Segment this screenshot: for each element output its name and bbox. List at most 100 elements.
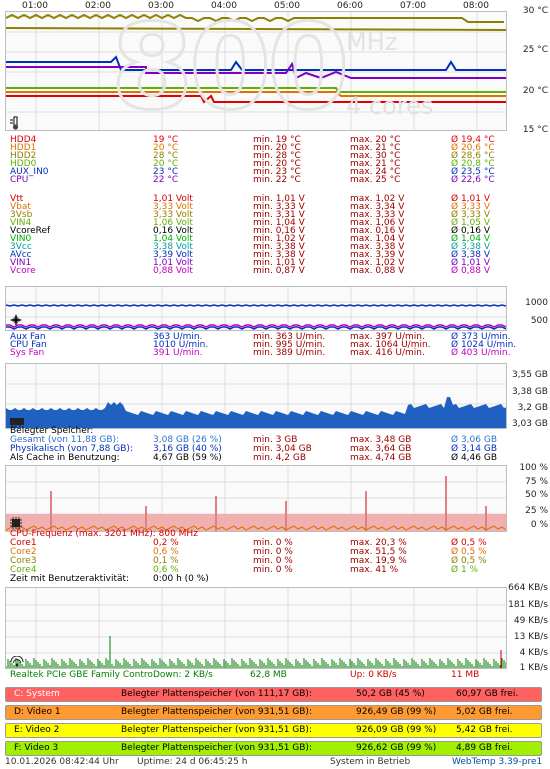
stat-cur: 1010 U/min. [153,340,209,350]
stat-name: CPU [10,175,29,185]
stat-min: min. 19 °C [253,135,301,145]
fan-icon [10,314,22,326]
stat-min: min. 0 % [253,547,293,557]
stat-row: VIN4 1,06 Volt min. 1,04 V max. 1,06 V Ø 1,0… [10,219,550,228]
stat-max: max. 397 U/min. [350,332,425,342]
stat-name: 3Vsb [10,210,33,220]
stat-cur: 3,33 Volt [153,202,193,212]
stat-avg: Ø 4,46 GB [451,453,497,463]
drive-name: C: System [14,689,60,699]
stat-avg: Ø 0,16 V [451,226,491,236]
stat-row: Als Cache in Benutzung: 4,67 GB (59 %) min… [10,454,550,463]
stat-max: max. 1,04 V [350,234,405,244]
stat-cur: 3,33 Volt [153,210,193,220]
drive-bar[interactable]: C: System Belegter Plattenspeicher (von 1… [5,687,542,702]
drive-used: 50,2 GB (45 %) [356,689,425,699]
drive-used: 926,09 GB (99 %) [356,725,437,735]
y-axis-label: 25 °C [522,45,548,55]
stat-avg: Ø 3,33 V [451,210,491,220]
stat-row: Physikalisch (von 7,88 GB): 3,16 GB (40 %… [10,445,550,454]
stat-row: HDD1 20 °C min. 20 °C max. 21 °C Ø 20,6 °C [10,144,550,153]
stat-cur: 3,39 Volt [153,250,193,260]
stat-row: Core3 0,1 % min. 0 % max. 19,9 % Ø 0,5 % [10,557,550,566]
time-axis-label: 02:00 [85,1,111,11]
cpu-chip-icon [10,517,22,529]
stat-avg: Ø 373 U/min. [451,332,511,342]
series-hdd2-base [6,27,506,31]
series-aux-fan [6,326,506,330]
stat-cur: 3,08 GB (26 %) [153,435,222,445]
stat-max: max. 3,38 V [350,242,405,252]
stat-name: Core4 [10,565,37,575]
time-axis-label: 07:00 [400,1,426,11]
drive-bar[interactable]: F: Video 3 Belegter Plattenspeicher (von … [5,741,542,756]
stat-row: Core4 0,6 % min. 0 % max. 41 % Ø 1 % [10,566,550,575]
stat-cur: 20 °C [153,143,179,153]
stat-name: HDD2 [10,151,37,161]
stat-avg: Ø 3,14 GB [451,444,497,454]
stat-max: max. 1,02 V [350,194,405,204]
time-axis-label: 04:00 [211,1,237,11]
stat-min: min. 0,87 V [253,266,305,276]
fan-graph [5,286,507,331]
y-axis-label: 3,2 GB [517,403,548,413]
stat-name: Core2 [10,547,37,557]
stat-min: min. 3,31 V [253,210,305,220]
cpu-load-graph [5,465,507,532]
stat-avg: Ø 3,33 V [451,202,491,212]
y-axis-label: 4 KB/s [519,648,548,658]
y-axis-label: 0 % [530,520,548,530]
drive-free: 4,89 GB frei. [456,743,513,753]
stat-max: max. 0,88 V [350,266,405,276]
stat-cur: 1,01 Volt [153,258,193,268]
stat-min: min. 995 U/min. [253,340,326,350]
time-axis-label: 03:00 [148,1,174,11]
stat-avg: Ø 0,5 % [451,538,487,548]
stat-avg: Ø 0,5 % [451,556,487,566]
stat-name: AUX_IN0 [10,167,49,177]
stat-avg: Ø 3,06 GB [451,435,497,445]
drive-used: 926,62 GB (99 %) [356,743,437,753]
stat-name: Vcore [10,266,36,276]
stat-cur: 22 °C [153,175,179,185]
stat-max: max. 4,74 GB [350,453,412,463]
stat-row: 3Vsb 3,33 Volt min. 3,31 V max. 3,33 V Ø 3,3… [10,211,550,220]
stat-row: CPU 22 °C min. 22 °C max. 25 °C Ø 22,6 °C [10,176,550,185]
status-version[interactable]: WebTemp 3.39-pre1 [452,757,543,767]
y-axis-label: 49 KB/s [513,616,548,626]
stat-cur: 0,6 % [153,547,179,557]
stat-max: max. 3,33 V [350,210,405,220]
stat-max: max. 20 °C [350,135,401,145]
stat-row: Gesamt (von 11,88 GB): 3,08 GB (26 %) min.… [10,436,550,445]
stat-max: max. 20,3 % [350,538,407,548]
stat-name: Als Cache in Benutzung: [10,453,120,463]
y-axis-label: 3,03 GB [511,419,548,429]
stat-max: max. 0,16 V [350,226,405,236]
stat-max: max. 1,06 V [350,218,405,228]
time-axis-label: 01:00 [22,1,48,11]
stat-avg: Ø 20,8 °C [451,159,495,169]
stat-min: min. 28 °C [253,151,301,161]
stat-name: VcoreRef [10,226,51,236]
stat-cur: 0,88 Volt [153,266,193,276]
stat-min: min. 23 °C [253,167,301,177]
stat-min: min. 3,33 V [253,202,305,212]
drive-bar[interactable]: E: Video 2 Belegter Plattenspeicher (von … [5,723,542,738]
stat-name: 3Vcc [10,242,32,252]
stat-name: VIN4 [10,218,32,228]
status-datetime: 10.01.2026 08:42:44 Uhr [5,757,119,767]
y-axis-label: 500 [530,316,548,326]
stat-avg: Ø 22,6 °C [451,175,495,185]
stat-min: min. 4,2 GB [253,453,307,463]
stat-name: Vbat [10,202,31,212]
stat-cur: 0,16 Volt [153,226,193,236]
network-graph [5,587,507,669]
stat-name: Vtt [10,194,24,204]
stat-row: Sys Fan 391 U/min. min. 389 U/min. max. 416… [10,349,550,358]
stat-avg: Ø 3,38 V [451,250,491,260]
drive-bar[interactable]: D: Video 1 Belegter Plattenspeicher (von … [5,705,542,720]
stat-name: Gesamt (von 11,88 GB): [10,435,120,445]
stat-cur: 391 U/min. [153,348,203,358]
drive-name: E: Video 2 [14,725,60,735]
stat-avg: Ø 23,5 °C [451,167,495,177]
